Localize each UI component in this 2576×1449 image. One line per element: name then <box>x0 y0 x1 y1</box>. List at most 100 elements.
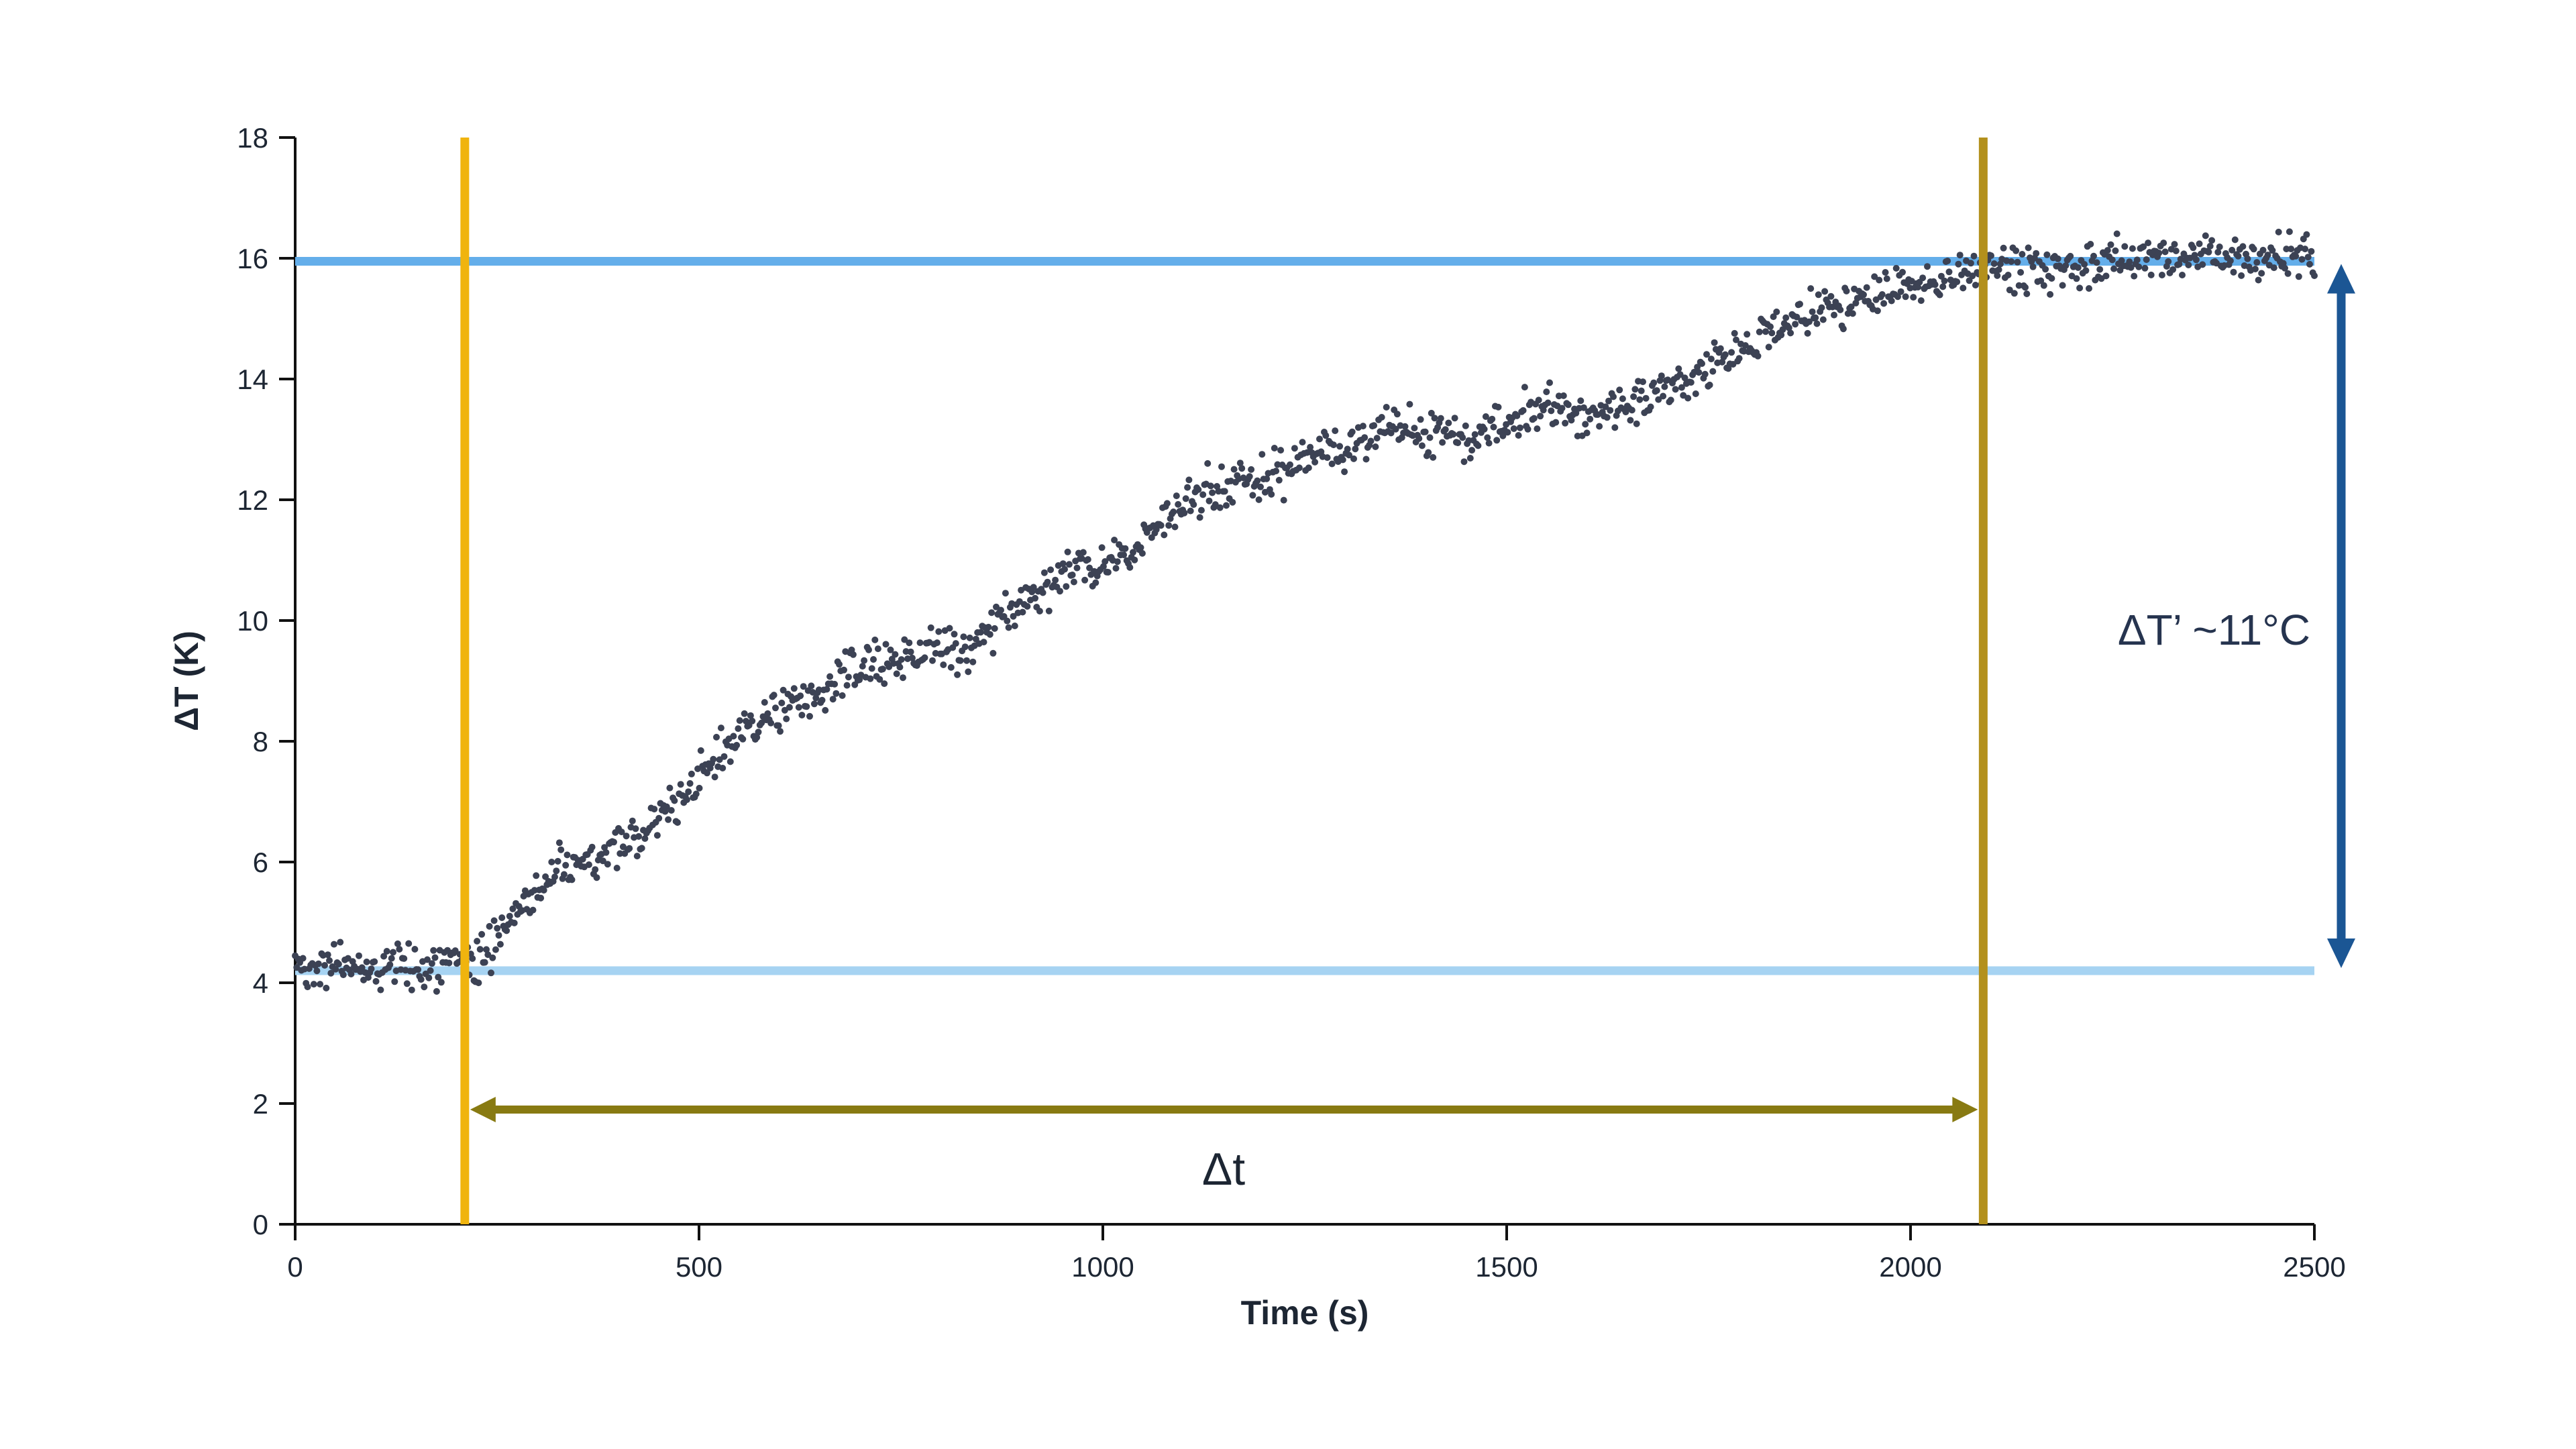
scatter-point <box>839 692 846 699</box>
scatter-point <box>1655 396 1662 403</box>
scatter-point <box>2108 256 2116 264</box>
scatter-point <box>1807 285 1815 292</box>
scatter-point <box>1956 252 1964 259</box>
scatter-point <box>2155 250 2163 257</box>
scatter-point <box>503 927 511 934</box>
scatter-point <box>1120 551 1128 559</box>
scatter-point <box>430 947 437 954</box>
scatter-point <box>2112 247 2119 254</box>
scatter-point <box>1882 269 1889 276</box>
scatter-point <box>1061 566 1068 573</box>
scatter-point <box>901 636 908 643</box>
scatter-point <box>1311 458 1319 466</box>
scatter-point <box>1805 318 1813 325</box>
scatter-point <box>339 971 347 979</box>
scatter-point <box>1173 492 1180 500</box>
scatter-point <box>1459 434 1466 441</box>
scatter-point <box>947 663 955 671</box>
scatter-point <box>1004 617 1011 625</box>
scatter-point <box>833 690 840 697</box>
scatter-point <box>492 946 499 953</box>
scatter-point <box>818 696 826 704</box>
scatter-point <box>1743 331 1751 338</box>
scatter-point <box>810 700 818 708</box>
scatter-point <box>1692 390 1699 397</box>
scatter-point <box>829 696 837 703</box>
scatter-point <box>1406 400 1413 408</box>
scatter-point <box>1676 371 1684 378</box>
scatter-point <box>1619 395 1626 402</box>
scatter-point <box>1468 447 1476 454</box>
scatter-point <box>2087 241 2094 248</box>
scatter-point <box>671 797 678 804</box>
scatter-point <box>1332 427 1339 435</box>
scatter-point <box>1450 431 1457 438</box>
scatter-point <box>1678 384 1685 391</box>
scatter-point <box>653 832 661 839</box>
scatter-point <box>1273 468 1280 475</box>
scatter-point <box>1631 386 1639 393</box>
scatter-point <box>371 958 378 965</box>
scatter-point <box>739 735 747 743</box>
scatter-point <box>368 965 375 973</box>
scatter-point <box>1104 569 1112 576</box>
scatter-point <box>1568 417 1575 424</box>
scatter-point <box>2029 263 2037 270</box>
scatter-point <box>1582 421 1589 428</box>
scatter-point <box>391 978 398 985</box>
scatter-point <box>1197 506 1205 514</box>
scatter-point <box>1953 278 1961 286</box>
scatter-point <box>2165 258 2172 265</box>
scatter-point <box>1548 407 1555 415</box>
scatter-point <box>1577 397 1585 405</box>
scatter-point <box>1931 281 1939 288</box>
scatter-point <box>2019 251 2026 258</box>
scatter-point <box>1163 500 1171 507</box>
scatter-point <box>696 784 703 792</box>
scatter-point <box>2269 247 2276 254</box>
scatter-point <box>553 867 560 875</box>
scatter-point <box>2208 237 2216 244</box>
scatter-point <box>674 819 681 826</box>
scatter-point <box>511 919 518 926</box>
scatter-point <box>529 906 537 914</box>
scatter-point <box>1762 328 1769 335</box>
y-tick-label: 6 <box>253 847 268 878</box>
scatter-point <box>383 948 390 955</box>
scatter-point <box>1063 583 1070 590</box>
scatter-point <box>2235 252 2242 260</box>
scatter-point <box>2214 248 2222 256</box>
scatter-point <box>1393 411 1401 418</box>
scatter-point <box>1344 445 1351 453</box>
scatter-point <box>1114 558 1121 566</box>
scatter-point <box>764 710 771 717</box>
scatter-point <box>1504 429 1511 436</box>
scatter-point <box>963 657 970 664</box>
y-tick-label: 14 <box>237 364 268 395</box>
scatter-point <box>2306 260 2313 268</box>
scatter-point <box>2259 246 2267 254</box>
scatter-point <box>1756 328 1763 335</box>
scatter-point <box>427 967 434 974</box>
scatter-point <box>1196 514 1203 521</box>
scatter-point <box>1069 572 1076 578</box>
scatter-point <box>1439 439 1446 446</box>
scatter-point <box>2118 257 2125 264</box>
scatter-point <box>2216 244 2223 250</box>
scatter-point <box>2176 260 2183 268</box>
scatter-point <box>304 983 311 991</box>
scatter-point <box>1939 283 1947 290</box>
scatter-point <box>1216 504 1224 511</box>
scatter-point <box>1519 407 1527 414</box>
scatter-point <box>428 960 435 967</box>
scatter-point <box>1897 288 1904 295</box>
scatter-point <box>1437 415 1444 422</box>
scatter-point <box>2004 272 2012 278</box>
scatter-point <box>2043 251 2051 258</box>
scatter-point <box>954 671 961 678</box>
scatter-point <box>2110 265 2118 272</box>
scatter-point <box>790 685 798 692</box>
scatter-point <box>1647 403 1654 411</box>
scatter-point <box>1040 569 1048 576</box>
scatter-point <box>1238 465 1246 472</box>
